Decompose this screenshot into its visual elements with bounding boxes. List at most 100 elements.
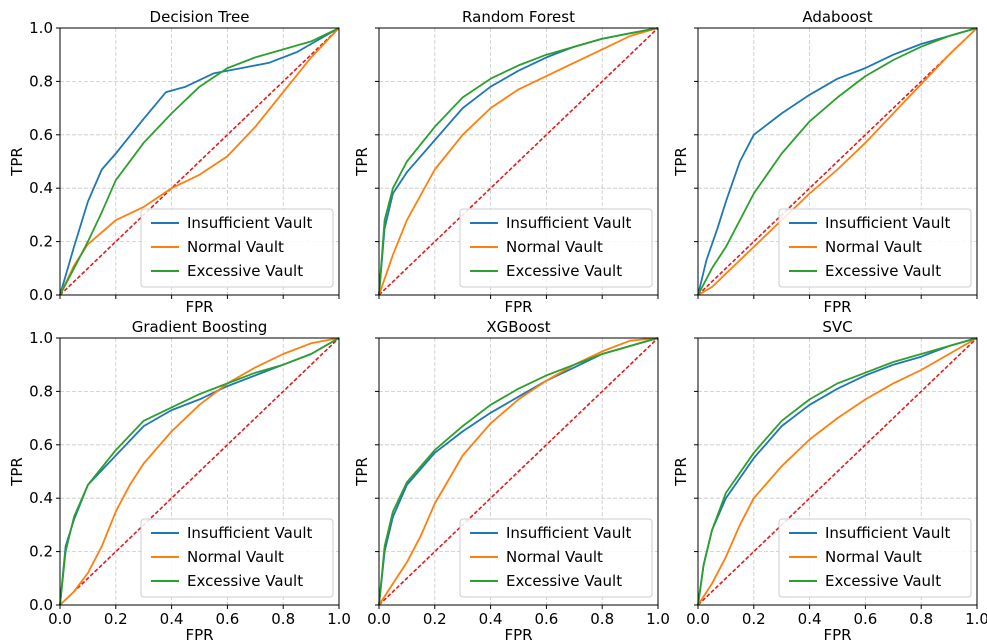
x-tick-label: 1.0 [646,610,670,628]
axes-frame [697,337,978,606]
x-tick-label: 0.4 [160,610,184,628]
series-line-0 [697,27,978,296]
y-tick-label: 0.0 [29,286,53,304]
series-line-0 [59,27,340,296]
legend-label: Excessive Vault [187,262,303,280]
y-tick-label: 0.2 [29,233,53,251]
y-tick-label: 0.6 [29,436,53,454]
x-tick-label: 0.0 [48,610,72,628]
legend-label: Normal Vault [506,238,603,256]
legend: Insufficient Vault Normal Vault Excessive … [459,208,653,288]
y-tick-label: 0.4 [29,489,53,507]
x-axis-label: FPR [504,298,532,316]
legend: Insufficient Vault Normal Vault Excessive … [778,518,972,598]
panel-title: XGBoost [486,318,550,336]
x-tick-label: 0.6 [534,610,558,628]
x-tick-label: 0.8 [271,610,295,628]
chance-line [378,27,659,296]
legend: Insufficient Vault Normal Vault Excessive … [140,208,334,288]
y-tick-label: 0.4 [29,179,53,197]
legend-label: Excessive Vault [506,572,622,590]
legend-label: Insufficient Vault [506,214,632,232]
series-line-2 [378,27,659,296]
y-tick-label: 0.8 [29,382,53,400]
legend-label: Normal Vault [825,238,922,256]
series-line-2 [59,27,340,296]
x-tick-label: 0.0 [367,610,391,628]
series-line-1 [378,337,659,606]
roc-panel: 0.0 0.2 0.4 0.6 0.8 1.0 Decision Tree FPR TPR Ins… [8,8,340,316]
x-tick-label: 0.4 [798,610,822,628]
roc-panel: Adaboost FPR TPR Insufficient Vault Normal V… [672,8,978,316]
series-line-1 [59,337,340,606]
y-axis-label: TPR [8,457,26,487]
legend-label: Normal Vault [506,548,603,566]
x-axis-label: FPR [504,626,532,643]
axes-frame [59,337,340,606]
x-tick-label: 1.0 [327,610,351,628]
series-line-1 [378,27,659,296]
chance-line [59,27,340,296]
x-tick-label: 0.6 [853,610,877,628]
series-line-2 [697,27,978,296]
y-tick-label: 0.6 [29,126,53,144]
roc-panel: Random Forest FPR TPR Insufficient Vault Nor… [353,8,659,316]
axes-frame [378,337,659,606]
legend: Insufficient Vault Normal Vault Excessive … [778,208,972,288]
legend-box [140,518,334,598]
series-line-2 [697,337,978,606]
legend: Insufficient Vault Normal Vault Excessive … [140,518,334,598]
y-axis-label: TPR [8,147,26,177]
x-tick-label: 0.6 [215,610,239,628]
legend-box [459,518,653,598]
panel-title: Random Forest [462,8,575,26]
series-line-2 [378,337,659,606]
panel-title: Gradient Boosting [132,318,268,336]
x-axis-label: FPR [185,626,213,643]
y-tick-label: 1.0 [29,329,53,347]
panel-title: Decision Tree [150,8,250,26]
chance-line [697,337,978,606]
roc-panel: 0.0 0.2 0.4 0.6 0.8 1.0 XGBoost FPR TPR Insuffici… [353,318,670,643]
legend-label: Normal Vault [187,548,284,566]
legend-label: Insufficient Vault [825,214,951,232]
legend-label: Excessive Vault [187,572,303,590]
legend-label: Normal Vault [825,548,922,566]
axes-frame [59,27,340,296]
legend-box [459,208,653,288]
legend-box [778,208,972,288]
y-tick-label: 1.0 [29,19,53,37]
legend-box [140,208,334,288]
legend-label: Excessive Vault [825,572,941,590]
axes-frame [697,27,978,296]
x-tick-label: 0.8 [590,610,614,628]
x-tick-label: 0.4 [479,610,503,628]
y-axis-label: TPR [672,147,690,177]
legend-label: Excessive Vault [506,262,622,280]
legend-box [778,518,972,598]
y-tick-label: 0.2 [29,543,53,561]
chance-line [378,337,659,606]
legend-label: Excessive Vault [825,262,941,280]
legend-label: Normal Vault [187,238,284,256]
legend-label: Insufficient Vault [506,524,632,542]
x-tick-label: 0.2 [423,610,447,628]
legend-label: Insufficient Vault [187,524,313,542]
x-tick-label: 0.0 [686,610,710,628]
x-tick-label: 0.8 [909,610,933,628]
legend-label: Insufficient Vault [187,214,313,232]
x-axis-label: FPR [823,626,851,643]
x-tick-label: 0.2 [742,610,766,628]
series-line-2 [59,337,340,606]
chance-line [59,337,340,606]
panel-title: SVC [822,318,852,336]
roc-panel: 0.0 0.2 0.4 0.6 0.8 1.0 SVC FPR TPR Insufficient … [672,318,987,643]
x-axis-label: FPR [823,298,851,316]
series-line-1 [697,27,978,296]
y-axis-label: TPR [672,457,690,487]
x-tick-label: 0.2 [104,610,128,628]
x-tick-label: 1.0 [965,610,987,628]
x-axis-label: FPR [185,298,213,316]
legend-label: Insufficient Vault [825,524,951,542]
